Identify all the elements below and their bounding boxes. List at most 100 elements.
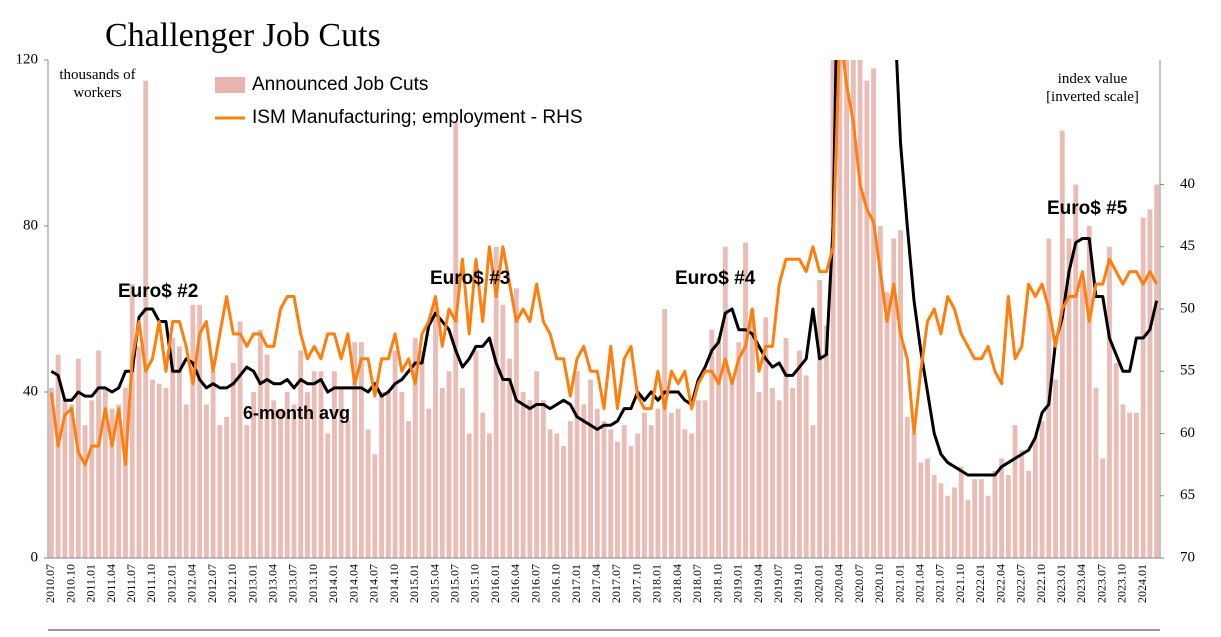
bar <box>729 379 735 558</box>
bar <box>992 470 998 558</box>
y2-tick-label: 70 <box>1180 549 1195 565</box>
x-tick-label: 2013.04 <box>266 564 280 603</box>
y2-tick-label: 40 <box>1180 176 1195 192</box>
bar <box>109 408 115 558</box>
bar <box>520 392 526 558</box>
line <box>50 60 1159 477</box>
bar <box>197 304 203 558</box>
bar <box>770 387 775 558</box>
bar <box>999 458 1005 558</box>
bar <box>925 458 930 558</box>
bar <box>1026 470 1032 558</box>
bar <box>810 425 816 558</box>
y2-tick-label: 55 <box>1180 363 1195 379</box>
bar <box>621 425 627 558</box>
bar <box>864 80 870 558</box>
bar <box>743 242 748 558</box>
bar <box>264 354 270 558</box>
bar <box>871 68 877 558</box>
x-tick-label: 2016.10 <box>549 564 563 603</box>
bar <box>709 329 715 558</box>
x-tick-label: 2018.04 <box>670 564 684 603</box>
x-tick-label: 2022.04 <box>993 564 1007 603</box>
bar <box>210 371 216 558</box>
bar <box>1066 238 1072 558</box>
bar <box>480 412 486 558</box>
bar <box>278 408 283 558</box>
x-tick-label: 2014.04 <box>346 564 360 603</box>
bar <box>776 400 782 558</box>
x-tick-label: 2017.07 <box>609 564 623 603</box>
bar <box>102 387 108 558</box>
bar <box>689 433 695 558</box>
x-tick-label: 2015.07 <box>447 564 461 603</box>
annotation: Euro$ #4 <box>675 268 756 289</box>
bar <box>203 404 209 558</box>
bar <box>150 379 155 558</box>
x-tick-label: 2012.10 <box>225 564 239 603</box>
x-tick-label: 2012.04 <box>185 564 199 603</box>
x-tick-label: 2020.04 <box>832 564 846 603</box>
bar <box>938 483 944 558</box>
x-tick-label: 2023.07 <box>1094 564 1108 603</box>
bar <box>642 412 647 558</box>
x-tick-label: 2022.01 <box>973 564 987 603</box>
x-tick-label: 2014.10 <box>387 564 401 603</box>
bar <box>365 429 371 558</box>
x-tick-label: 2019.10 <box>791 564 805 603</box>
x-tick-label: 2020.10 <box>872 564 886 603</box>
legend-label: ISM Manufacturing; employment - RHS <box>252 107 583 128</box>
bar <box>55 354 61 558</box>
bar <box>271 400 277 558</box>
x-tick-label: 2023.01 <box>1054 564 1068 603</box>
x-tick-label: 2013.01 <box>245 564 259 603</box>
bar <box>1107 246 1112 558</box>
bar <box>756 392 762 558</box>
bar <box>716 338 721 558</box>
x-tick-label: 2021.10 <box>953 564 967 603</box>
bar <box>453 122 459 558</box>
bar <box>466 433 472 558</box>
bar <box>1086 226 1092 558</box>
bar <box>736 342 742 558</box>
bar <box>857 60 863 558</box>
bar <box>911 433 917 558</box>
x-tick-label: 2010.07 <box>43 564 57 603</box>
bar <box>749 309 755 558</box>
bar <box>884 292 890 558</box>
bar <box>89 400 95 558</box>
x-tick-label: 2016.07 <box>528 564 542 603</box>
bar <box>1005 475 1011 558</box>
bar <box>1059 130 1065 558</box>
bar <box>547 429 553 558</box>
bar <box>931 475 937 558</box>
bar <box>257 329 263 558</box>
x-tick-label: 2017.01 <box>569 564 583 603</box>
bar <box>1133 412 1139 558</box>
bar <box>230 362 236 558</box>
x-tick-label: 2017.10 <box>629 564 643 603</box>
bar <box>628 445 634 558</box>
bar <box>817 279 823 558</box>
y-tick-label: 80 <box>23 217 38 233</box>
x-tick-label: 2013.07 <box>286 564 300 603</box>
bar <box>952 487 957 558</box>
bar <box>311 371 317 558</box>
bar <box>662 309 668 558</box>
legend-swatch <box>215 77 245 93</box>
bar <box>702 400 708 558</box>
bar <box>1012 425 1018 558</box>
bar <box>978 479 984 558</box>
bar <box>385 392 391 558</box>
x-tick-label: 2015.10 <box>468 564 482 603</box>
bar <box>1019 450 1025 558</box>
bar <box>594 408 600 558</box>
bar <box>540 400 546 558</box>
bar <box>668 412 674 558</box>
bar <box>527 400 533 558</box>
x-tick-label: 2014.07 <box>367 564 381 603</box>
bar <box>1120 404 1126 558</box>
y2-axis-label: index value [inverted scale] <box>1046 71 1139 105</box>
x-tick-label: 2021.07 <box>933 564 947 603</box>
